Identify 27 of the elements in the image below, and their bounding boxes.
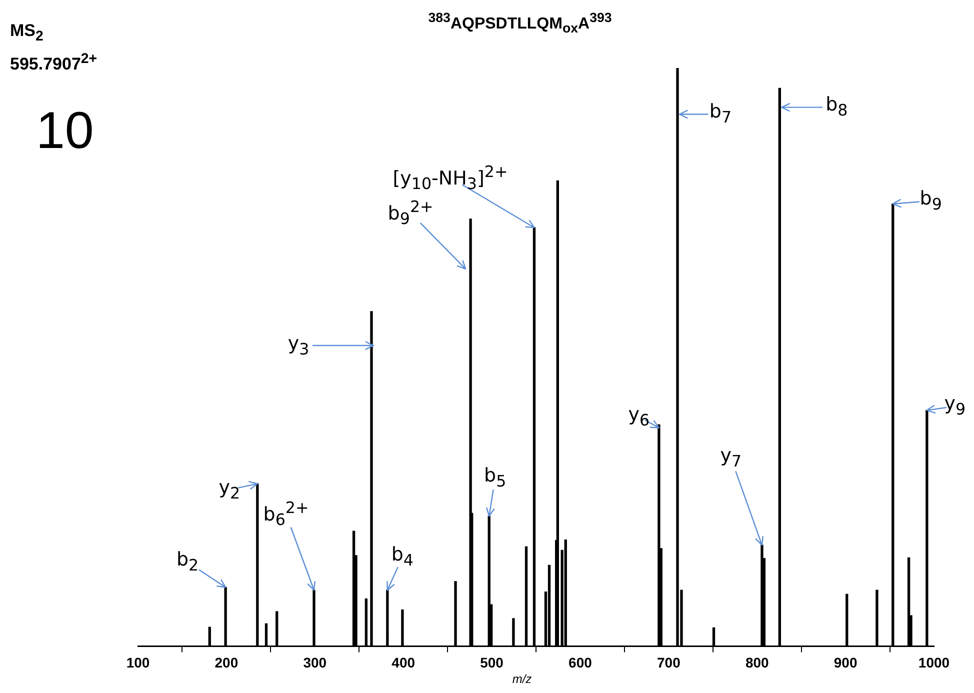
x-tick-label: 800 [745, 654, 770, 670]
annotation: b$_{7}$ [709, 100, 732, 127]
x-tick-label: 200 [214, 654, 238, 670]
x-tick-label: 700 [656, 654, 681, 670]
x-tick-label: 600 [568, 654, 592, 670]
x-axis-title: m/z [511, 672, 533, 686]
x-tick-label: 500 [480, 654, 504, 670]
annotation: b$_{4}$ [391, 544, 414, 570]
x-tick-label: 1000 [918, 654, 950, 670]
x-tick-label: 100 [126, 654, 150, 670]
annotation: y$_{6}$ [628, 403, 650, 430]
text: 10 [36, 102, 94, 160]
x-tick-label: 900 [834, 654, 858, 670]
annotation: y$_{9}$ [944, 392, 966, 419]
text: 595.7907$^{2+}$ [10, 51, 98, 74]
x-tick-label: 400 [392, 654, 416, 670]
annotation: b$_{8}$ [826, 94, 848, 120]
annotation: b$_{2}$ [176, 548, 199, 575]
annotation: y$_{7}$ [720, 444, 742, 470]
chart-title: $^{383}$AQPSDTLLQM$_{ox}$A$^{393}$ [427, 10, 613, 36]
annotation: b$_{9}$ [920, 188, 942, 214]
annotation: [y$_{10}$-NH$_{3}$]$^{2+}$ [392, 162, 508, 193]
text: MS$_{2}$ [10, 21, 44, 44]
annotation: y$_{3}$ [288, 332, 310, 358]
annotation: b$_{5}$ [484, 464, 506, 491]
annotation: y$_{2}$ [218, 476, 240, 502]
x-tick-label: 300 [303, 654, 327, 670]
